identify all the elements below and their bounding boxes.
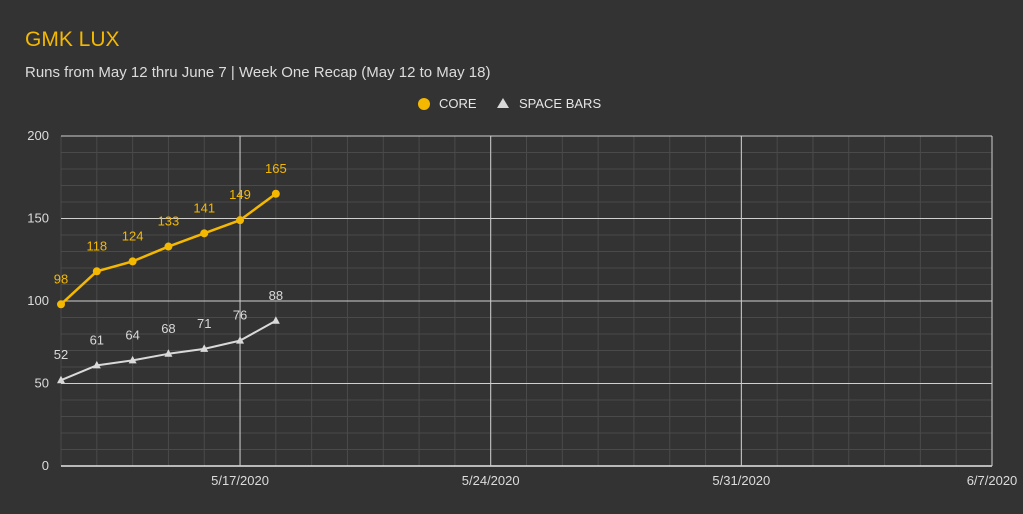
legend-item-space-bars[interactable]: SPACE BARS xyxy=(497,96,601,111)
data-label-core: 149 xyxy=(229,187,251,202)
y-tick-label: 200 xyxy=(27,128,49,143)
y-tick-label: 150 xyxy=(27,211,49,226)
data-point-core xyxy=(128,257,137,266)
data-label-space-bars: 61 xyxy=(90,332,104,347)
data-label-space-bars: 52 xyxy=(54,347,68,362)
data-label-core: 98 xyxy=(54,271,68,286)
x-tick-label: 5/17/2020 xyxy=(211,473,269,488)
data-point-core xyxy=(236,216,245,225)
data-point-core xyxy=(164,242,173,251)
data-point-core xyxy=(57,300,65,309)
legend-space-bars-label: SPACE BARS xyxy=(519,96,601,111)
grid xyxy=(60,135,993,467)
y-tick-label: 100 xyxy=(27,293,49,308)
data-label-space-bars: 64 xyxy=(125,327,139,342)
data-label-space-bars: 68 xyxy=(161,321,175,336)
y-tick-label: 50 xyxy=(35,376,49,391)
legend: CORE SPACE BARS xyxy=(418,96,601,111)
data-point-space-bars xyxy=(271,316,280,324)
data-point-core xyxy=(271,189,280,198)
chart-subtitle: Runs from May 12 thru June 7 | Week One … xyxy=(25,64,491,81)
data-label-space-bars: 76 xyxy=(233,308,247,323)
data-point-space-bars xyxy=(57,375,65,384)
data-point-space-bars xyxy=(92,360,101,369)
y-tick-label: 0 xyxy=(42,458,49,473)
data-label-core: 165 xyxy=(265,161,287,176)
axes: 0 50 100 150 200 5/17/2020 5/24/2020 5/31/2020 6… xyxy=(27,128,1017,488)
data-label-core: 124 xyxy=(122,228,144,243)
data-point-space-bars xyxy=(128,355,137,364)
data-point-space-bars xyxy=(164,349,173,357)
data-label-space-bars: 71 xyxy=(197,316,211,331)
legend-space-bars-marker xyxy=(497,98,509,108)
legend-core-label: CORE xyxy=(439,96,477,111)
chart-title: GMK LUX xyxy=(25,28,120,51)
legend-item-core[interactable]: CORE xyxy=(418,96,477,111)
data-point-space-bars xyxy=(200,344,209,352)
data-point-core xyxy=(92,267,101,276)
data-point-space-bars xyxy=(236,336,245,344)
data-label-core: 118 xyxy=(86,238,107,253)
data-label-core: 133 xyxy=(158,214,180,229)
data-point-core xyxy=(200,229,209,238)
x-tick-label: 6/7/2020 xyxy=(967,473,1018,488)
series-layer: 98 118 124 133 141 149 165 52 61 64 68 71 76 88 xyxy=(54,161,287,384)
data-label-core: 141 xyxy=(193,200,215,215)
x-tick-label: 5/31/2020 xyxy=(712,473,770,488)
legend-core-marker xyxy=(418,98,430,110)
x-tick-label: 5/24/2020 xyxy=(462,473,520,488)
data-label-space-bars: 88 xyxy=(269,288,283,303)
